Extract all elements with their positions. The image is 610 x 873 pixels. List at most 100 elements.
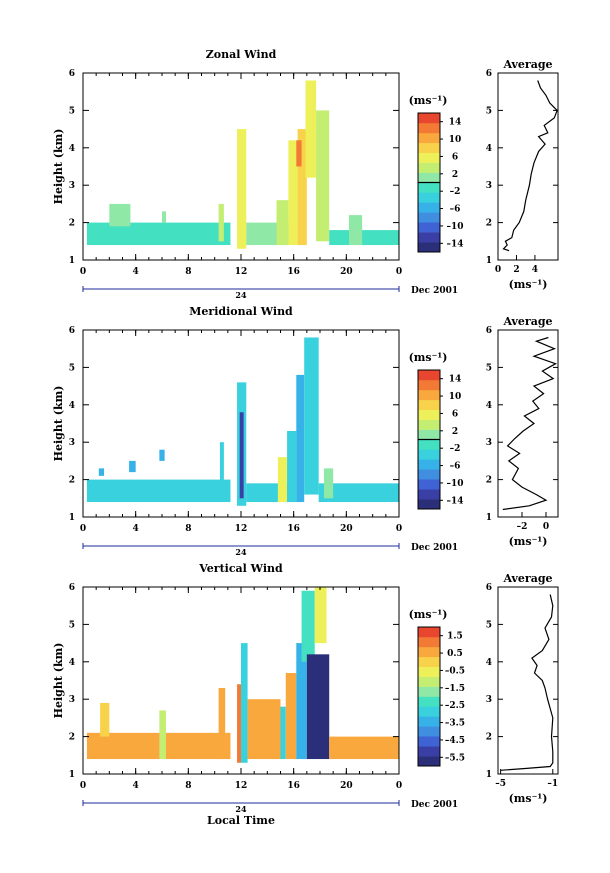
zonal-heatmap-cell-2 bbox=[162, 211, 166, 223]
zonal-colorbar-tick-label: –14 bbox=[446, 239, 463, 249]
zonal-average-xtick-label: 4 bbox=[532, 265, 538, 275]
vertical-colorbar-tick-label: –4.5 bbox=[445, 736, 465, 746]
zonal-average-title: Average bbox=[502, 58, 552, 71]
meridional-xtick-label: 20 bbox=[340, 524, 353, 534]
meridional-heatmap-cell-1 bbox=[98, 468, 105, 476]
meridional-xtick-label: 16 bbox=[287, 524, 300, 534]
meridional-ytick-label: 1 bbox=[69, 513, 75, 523]
vertical-heatmap-cell-0 bbox=[86, 732, 231, 760]
meridional-ytick-label: 6 bbox=[69, 326, 75, 336]
zonal-colorbar-band bbox=[418, 192, 440, 203]
meridional-heatmap-cell-4 bbox=[219, 442, 224, 499]
zonal-xtick-label: 12 bbox=[235, 267, 248, 277]
meridional-average-xlabel: (ms⁻¹) bbox=[509, 535, 548, 548]
vertical-average-ytick-label: 3 bbox=[486, 695, 492, 705]
zonal-colorbar-band bbox=[418, 113, 440, 124]
vertical-xtick-label: 8 bbox=[185, 781, 191, 791]
zonal-heatmap-cell-3 bbox=[218, 203, 224, 242]
meridional-average-xtick-label: –2 bbox=[517, 522, 528, 532]
zonal-colorbar-tick-label: 6 bbox=[452, 152, 458, 162]
meridional-title: Meridional Wind bbox=[189, 305, 293, 318]
vertical-colorbar-band bbox=[418, 646, 440, 658]
zonal-colorbar-band bbox=[418, 212, 440, 223]
meridional-average-line bbox=[502, 336, 558, 511]
vertical-colorbar-band bbox=[418, 656, 440, 668]
vertical-average-frame bbox=[497, 586, 559, 775]
meridional-colorbar-tick-label: –14 bbox=[446, 496, 463, 506]
meridional-xtick-label: 8 bbox=[185, 524, 191, 534]
vertical-heatmap-cell-6 bbox=[247, 699, 281, 760]
zonal-title: Zonal Wind bbox=[206, 48, 277, 61]
vertical-heatmap-cell-5 bbox=[241, 643, 248, 763]
meridional-xtick-label: 4 bbox=[133, 524, 139, 534]
meridional-average-frame bbox=[497, 329, 559, 518]
zonal-colorbar-band bbox=[418, 122, 440, 134]
meridional-xtick-label: 0 bbox=[80, 524, 86, 534]
zonal-colorbar-band bbox=[418, 242, 440, 253]
zonal-date-label: Dec 2001 bbox=[411, 286, 458, 296]
meridional-colorbar-tick-label: 10 bbox=[449, 392, 462, 402]
meridional-colorbar-band bbox=[418, 479, 440, 490]
vertical-heatmap-cell-7 bbox=[280, 706, 286, 760]
vertical-average-ytick-label: 5 bbox=[486, 620, 492, 630]
zonal-colorbar-band bbox=[418, 182, 440, 193]
vertical-heatmap-cell-4 bbox=[237, 684, 241, 763]
vertical-colorbar-band bbox=[418, 636, 440, 648]
vertical-date-label: Dec 2001 bbox=[411, 800, 458, 810]
vertical-xtick-label: 0 bbox=[80, 781, 86, 791]
vertical-ytick-label: 2 bbox=[69, 733, 75, 743]
meridional-heatmap-cell-13 bbox=[323, 468, 334, 499]
meridional-heatmap-cell-11 bbox=[304, 337, 319, 495]
vertical-colorbar-unit: (ms⁻¹) bbox=[409, 608, 448, 621]
zonal-ytick-label: 4 bbox=[69, 144, 75, 154]
meridional-colorbar-band bbox=[418, 419, 440, 430]
vertical-heatmap-cell-3 bbox=[218, 687, 226, 760]
vertical-colorbar-band bbox=[418, 696, 440, 707]
zonal-average-ytick-label: 2 bbox=[486, 219, 492, 229]
meridional-colorbar-band bbox=[418, 429, 440, 440]
meridional-colorbar-band bbox=[418, 389, 440, 401]
zonal-colorbar-tick-label: –2 bbox=[450, 187, 461, 197]
meridional-colorbar-tick-label: –6 bbox=[450, 462, 461, 472]
vertical-ytick-label: 1 bbox=[69, 770, 75, 780]
vertical-average-ytick-label: 4 bbox=[486, 658, 492, 668]
zonal-ytick-label: 5 bbox=[69, 106, 75, 116]
meridional-colorbar-band bbox=[418, 439, 440, 450]
zonal-colorbar-band bbox=[418, 142, 440, 154]
meridional-colorbar-tick-label: –2 bbox=[450, 444, 461, 454]
vertical-average-xlabel: (ms⁻¹) bbox=[509, 792, 548, 805]
meridional-heatmap-cell-0 bbox=[86, 479, 231, 503]
vertical-xtick-label: 12 bbox=[235, 781, 248, 791]
meridional-colorbar-band bbox=[418, 499, 440, 510]
zonal-ytick-label: 3 bbox=[69, 181, 75, 191]
meridional-colorbar-band bbox=[418, 489, 440, 500]
meridional-ytick-label: 3 bbox=[69, 438, 75, 448]
zonal-heatmap bbox=[86, 80, 399, 249]
zonal-colorbar-unit: (ms⁻¹) bbox=[409, 94, 448, 107]
zonal-average-ytick-label: 4 bbox=[486, 144, 492, 154]
vertical-xtick-label: 16 bbox=[287, 781, 300, 791]
meridional-average-ytick-label: 5 bbox=[486, 363, 492, 373]
zonal-average-xtick-label: 2 bbox=[513, 265, 519, 275]
vertical-xtick-label: 0 bbox=[396, 781, 402, 791]
zonal-colorbar-tick-label: 2 bbox=[452, 170, 458, 180]
zonal-average-ytick-label: 5 bbox=[486, 106, 492, 116]
meridional-ytick-label: 4 bbox=[69, 401, 75, 411]
vertical-colorbar-tick-label: –5.5 bbox=[445, 753, 465, 763]
meridional-xtick-label: 0 bbox=[396, 524, 402, 534]
vertical-colorbar-frame bbox=[417, 626, 441, 767]
zonal-heatmap-cell-0 bbox=[86, 222, 231, 246]
meridional-colorbar-band bbox=[418, 379, 440, 391]
zonal-average-ytick-label: 1 bbox=[486, 256, 492, 266]
meridional-heatmap-cell-12 bbox=[318, 483, 399, 503]
meridional-heatmap-cell-2 bbox=[129, 460, 136, 473]
zonal-heatmap-cell-13 bbox=[348, 215, 363, 246]
vertical-average-xtick-label: –1 bbox=[547, 779, 558, 789]
meridional-ytick-label: 2 bbox=[69, 476, 75, 486]
vertical-colorbar-tick-label: 0.5 bbox=[447, 649, 463, 659]
meridional-colorbar-band bbox=[418, 399, 440, 411]
zonal-xtick-label: 20 bbox=[340, 267, 353, 277]
meridional-date-label: Dec 2001 bbox=[411, 543, 458, 553]
